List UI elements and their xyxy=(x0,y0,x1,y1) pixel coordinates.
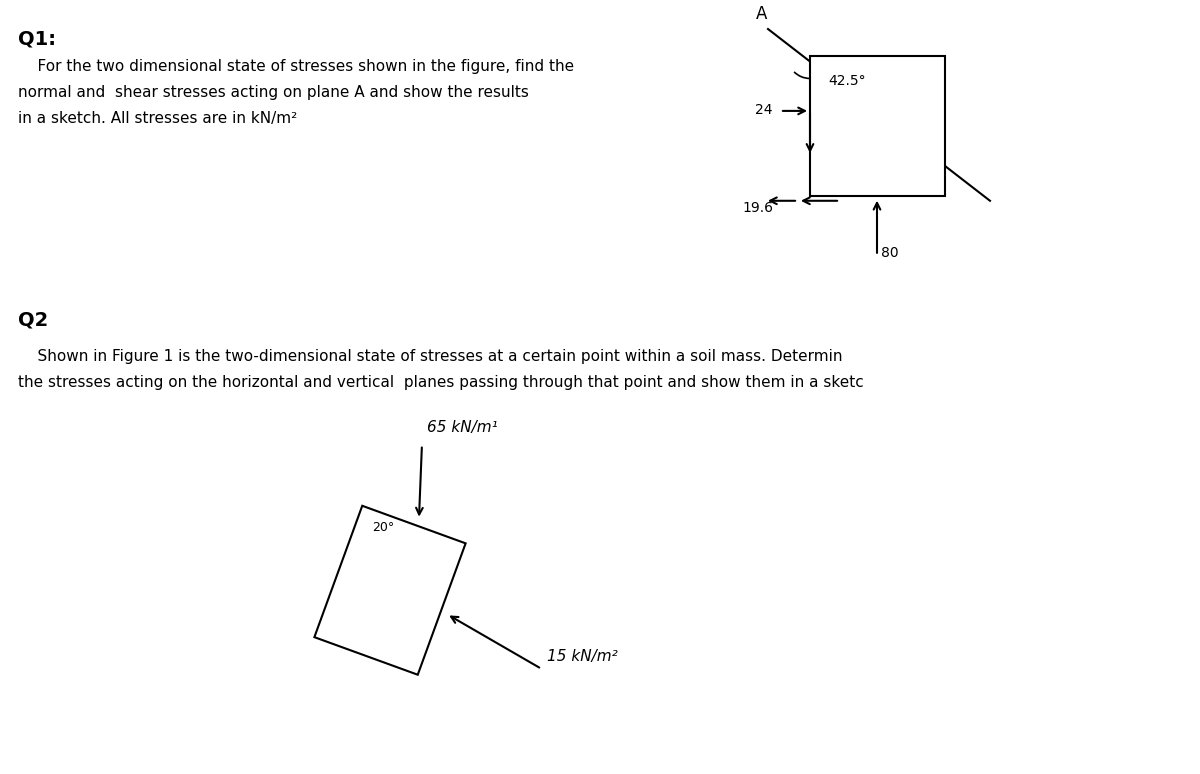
Text: the stresses acting on the horizontal and vertical  planes passing through that : the stresses acting on the horizontal an… xyxy=(18,375,864,389)
Text: in a sketch. All stresses are in kN/m²: in a sketch. All stresses are in kN/m² xyxy=(18,111,298,126)
Text: Shown in Figure 1 is the two-dimensional state of stresses at a certain point wi: Shown in Figure 1 is the two-dimensional… xyxy=(18,348,842,364)
Text: 20°: 20° xyxy=(372,521,395,534)
Text: normal and  shear stresses acting on plane A and show the results: normal and shear stresses acting on plan… xyxy=(18,85,529,100)
Text: Q2: Q2 xyxy=(18,310,48,330)
Polygon shape xyxy=(314,505,466,675)
Text: 24: 24 xyxy=(755,103,773,117)
Text: Q1:: Q1: xyxy=(18,29,56,48)
Text: For the two dimensional state of stresses shown in the figure, find the: For the two dimensional state of stresse… xyxy=(18,59,574,74)
Text: 42.5°: 42.5° xyxy=(828,74,865,88)
Text: 65 kN/m¹: 65 kN/m¹ xyxy=(427,420,498,435)
Text: 19.6: 19.6 xyxy=(742,200,773,215)
Text: A: A xyxy=(756,5,768,23)
Text: 80: 80 xyxy=(881,245,899,260)
Bar xyxy=(810,56,946,196)
Text: 15 kN/m²: 15 kN/m² xyxy=(547,649,618,664)
